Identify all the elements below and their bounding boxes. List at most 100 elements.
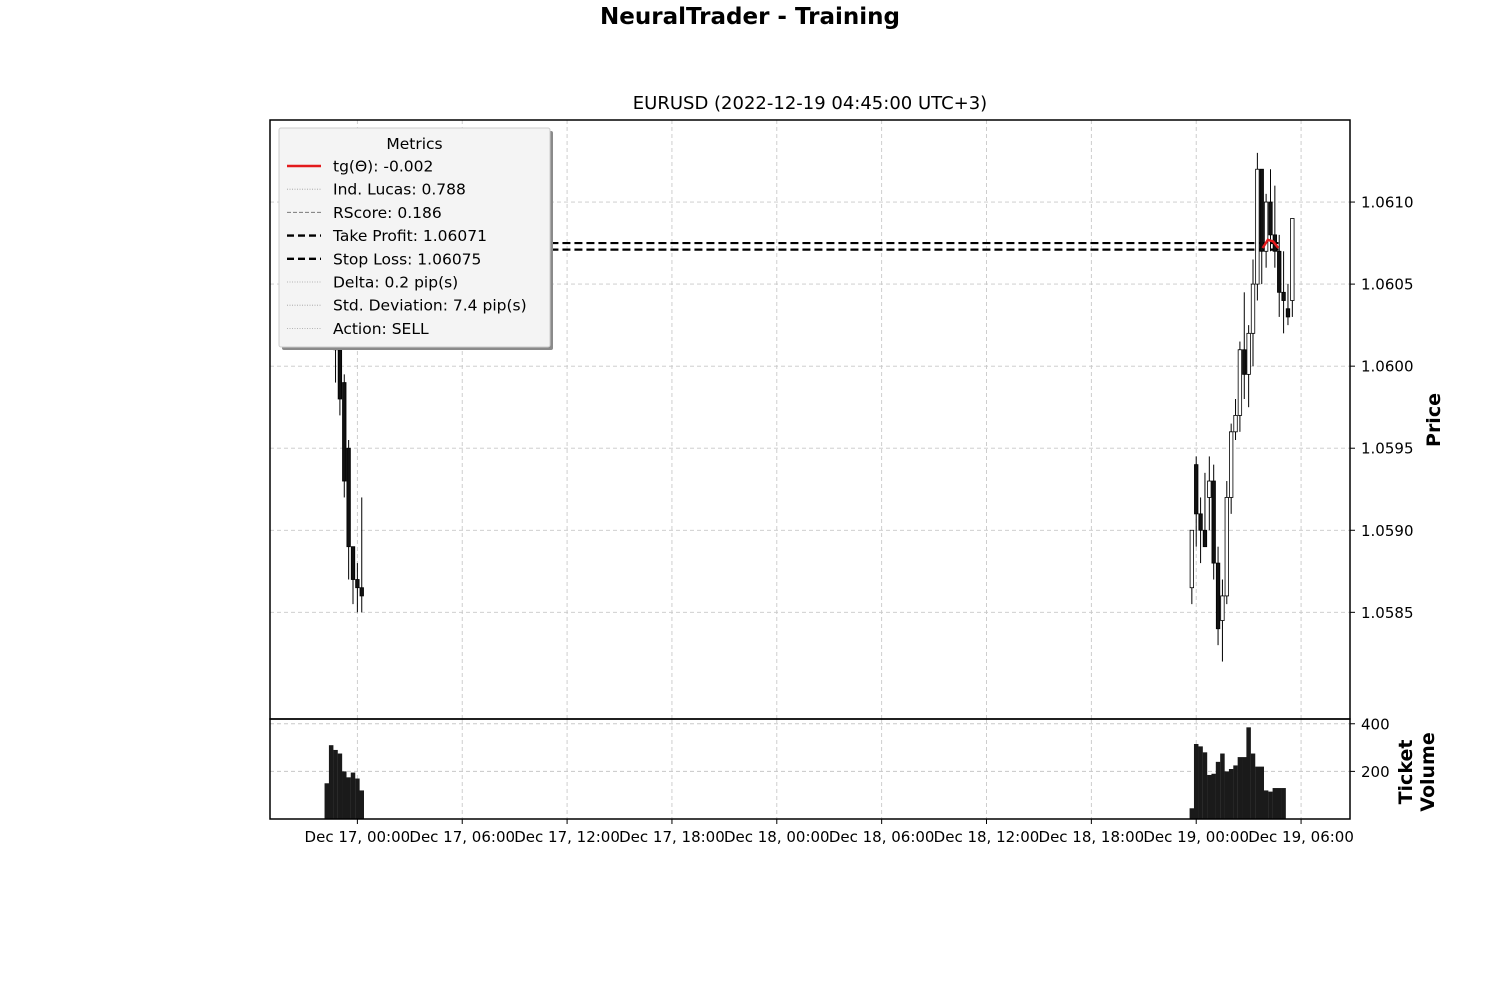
candle-body — [1207, 480, 1212, 498]
volume-bar — [1189, 808, 1195, 819]
candle-body — [1263, 201, 1269, 252]
volume-tick-label: 400 — [1361, 715, 1390, 733]
candle-body — [1237, 349, 1243, 416]
legend-entry-label: Ind. Lucas: 0.788 — [333, 181, 466, 199]
volume-bar — [1228, 769, 1234, 819]
candle-body — [1233, 414, 1238, 433]
candle-body — [1255, 168, 1260, 285]
candle-body — [1250, 283, 1256, 334]
y-axis-label: Price — [1423, 393, 1445, 447]
x-tick-label: Dec 18, 00:00 — [724, 828, 830, 846]
volume-bar — [359, 790, 364, 819]
volume-bar — [1224, 771, 1230, 819]
candle-body — [1290, 218, 1295, 301]
candle-body — [342, 382, 347, 482]
candle-body — [350, 546, 356, 580]
candle-body — [1268, 201, 1273, 236]
candlesticks — [324, 152, 1295, 662]
legend: Metrics tg(Θ): -0.002 Ind. Lucas: 0.788 RSc… — [278, 127, 553, 350]
candle-body — [1189, 529, 1194, 589]
x-tick-label: Dec 18, 12:00 — [934, 828, 1040, 846]
legend-entry-label: Delta: 0.2 pip(s) — [333, 274, 458, 292]
volume-tick-label: 200 — [1361, 763, 1390, 781]
trend-curve — [1261, 238, 1280, 249]
volume-bar — [333, 749, 338, 819]
legend-entry-label: RScore: 0.186 — [333, 204, 442, 222]
legend-entry-label: Stop Loss: 1.06075 — [333, 250, 481, 268]
x-tick-label: Dec 17, 12:00 — [514, 828, 620, 846]
x-tick-label: Dec 18, 18:00 — [1039, 828, 1145, 846]
volume-bar — [346, 777, 351, 819]
x-tick-label: Dec 19, 00:00 — [1143, 828, 1249, 846]
volume-bar — [1211, 773, 1216, 819]
volume-bar — [337, 753, 343, 819]
legend-entry-label: Take Profit: 1.06071 — [332, 227, 487, 245]
volume-bar — [1263, 790, 1269, 819]
axes — [269, 119, 1355, 824]
candle-body — [1220, 595, 1225, 621]
volume-bar — [1233, 765, 1238, 819]
x-tick-label: Dec 19, 06:00 — [1248, 828, 1354, 846]
legend-entry-label: tg(Θ): -0.002 — [333, 158, 433, 176]
candle-body — [1202, 529, 1208, 548]
legend-entry-label: Action: SELL — [333, 320, 429, 338]
volume-bar — [1237, 757, 1243, 819]
volume-bar — [342, 771, 347, 819]
tick-labels: Dec 17, 00:00 Dec 17, 06:00 Dec 17, 12:00 D… — [305, 194, 1445, 846]
volume-bar — [1202, 752, 1208, 819]
volume-bar — [324, 783, 330, 819]
volume-bar — [1272, 788, 1278, 819]
volume-axis-label: Ticket — [1395, 740, 1417, 805]
candle-body — [1211, 480, 1216, 564]
candle-body — [1215, 562, 1221, 630]
candle-body — [1224, 497, 1229, 597]
volume-bar — [1215, 761, 1221, 819]
candle-body — [1246, 332, 1251, 375]
candle-body — [337, 349, 343, 400]
candle-body — [355, 579, 360, 589]
volume-bar — [1259, 766, 1264, 819]
volume-bar — [355, 778, 360, 819]
volume-bars — [324, 727, 1286, 819]
x-tick-label: Dec 18, 06:00 — [829, 828, 935, 846]
candle-body — [1277, 250, 1282, 293]
chart-title: EURUSD (2022-12-19 04:45:00 UTC+3) — [632, 93, 988, 114]
volume-axis-label: Volume — [1417, 732, 1439, 811]
volume-bar — [1246, 727, 1251, 819]
legend-box — [278, 127, 551, 348]
volume-axes-frame — [269, 718, 1351, 820]
figure-title: NeuralTrader - Training — [600, 4, 900, 30]
candle-body — [1281, 291, 1286, 301]
volume-bar — [1207, 774, 1212, 819]
y-tick-label: 1.0595 — [1361, 440, 1414, 458]
y-tick-label: 1.0585 — [1361, 604, 1414, 622]
candle-body — [1229, 431, 1234, 498]
y-tick-label: 1.0600 — [1361, 358, 1414, 376]
candle-body — [1242, 349, 1247, 375]
x-tick-label: Dec 17, 18:00 — [619, 828, 725, 846]
candle-body — [1194, 464, 1199, 515]
y-tick-label: 1.0610 — [1361, 194, 1414, 212]
volume-bar — [1268, 791, 1273, 819]
volume-bar — [1242, 757, 1247, 819]
x-tick-label: Dec 17, 06:00 — [409, 828, 515, 846]
volume-bar — [328, 745, 334, 819]
volume-bar — [350, 772, 356, 819]
candle-body — [359, 587, 364, 597]
legend-entry-label: Std. Deviation: 7.4 pip(s) — [333, 297, 527, 315]
volume-bar — [1281, 788, 1286, 819]
volume-bar — [1220, 753, 1225, 819]
y-tick-label: 1.0605 — [1361, 276, 1414, 294]
volume-bar — [1250, 753, 1256, 819]
trend-line — [1261, 238, 1280, 249]
y-tick-label: 1.0590 — [1361, 522, 1414, 540]
volume-bar — [1198, 746, 1203, 819]
candle-body — [1259, 168, 1264, 252]
volume-bar — [1193, 744, 1199, 819]
legend-title: Metrics — [386, 135, 442, 153]
volume-bar — [1276, 788, 1282, 819]
candle-body — [1285, 308, 1291, 318]
x-tick-label: Dec 17, 00:00 — [305, 828, 411, 846]
volume-bar — [1255, 766, 1260, 819]
